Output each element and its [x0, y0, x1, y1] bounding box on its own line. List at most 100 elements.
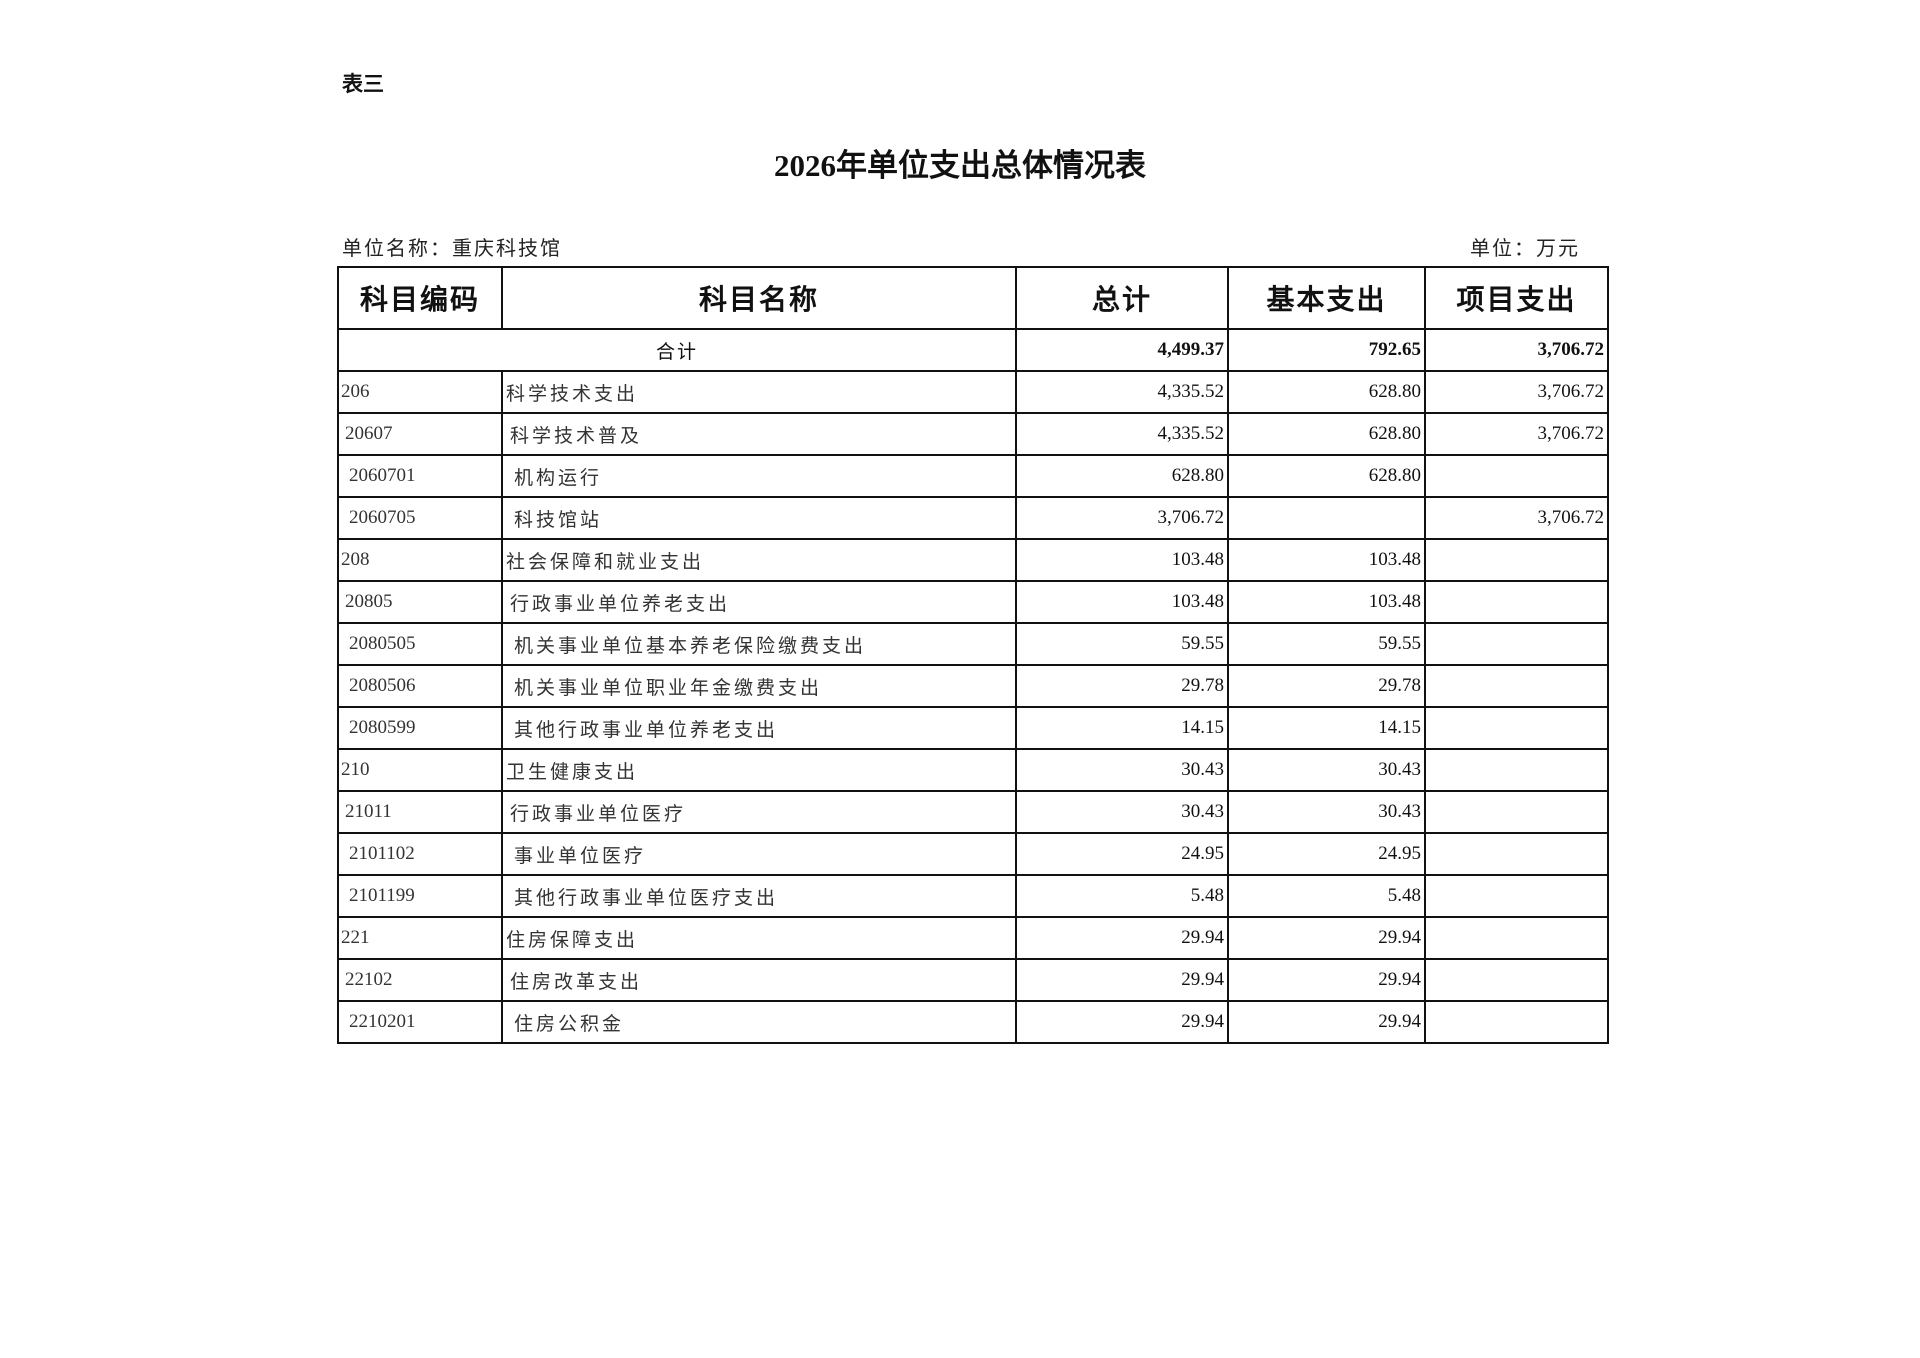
row-basic: 628.80 — [1227, 370, 1426, 414]
total-basic: 792.65 — [1227, 328, 1426, 372]
row-code: 2060705 — [337, 496, 503, 540]
row-basic: 29.94 — [1227, 958, 1426, 1002]
total-project: 3,706.72 — [1424, 328, 1609, 372]
table-row: 2060701 机构运行 628.80 628.80 — [337, 454, 1609, 498]
row-code: 22102 — [337, 958, 503, 1002]
table-row: 208 社会保障和就业支出 103.48 103.48 — [337, 538, 1609, 582]
row-name: 行政事业单位医疗 — [501, 790, 1017, 834]
table-row: 210 卫生健康支出 30.43 30.43 — [337, 748, 1609, 792]
table-row: 20805 行政事业单位养老支出 103.48 103.48 — [337, 580, 1609, 624]
row-code: 206 — [337, 370, 503, 414]
row-basic: 14.15 — [1227, 706, 1426, 750]
table-row: 221 住房保障支出 29.94 29.94 — [337, 916, 1609, 960]
row-project — [1424, 454, 1609, 498]
row-project — [1424, 748, 1609, 792]
row-total: 5.48 — [1015, 874, 1229, 918]
row-basic: 24.95 — [1227, 832, 1426, 876]
row-total: 103.48 — [1015, 580, 1229, 624]
row-name: 科学技术普及 — [501, 412, 1017, 456]
row-project: 3,706.72 — [1424, 496, 1609, 540]
row-total: 14.15 — [1015, 706, 1229, 750]
row-project — [1424, 874, 1609, 918]
row-total: 29.78 — [1015, 664, 1229, 708]
row-project — [1424, 538, 1609, 582]
row-code: 20805 — [337, 580, 503, 624]
row-project — [1424, 916, 1609, 960]
table-number-label: 表三 — [342, 72, 384, 96]
row-basic: 30.43 — [1227, 790, 1426, 834]
row-code: 210 — [337, 748, 503, 792]
row-project — [1424, 706, 1609, 750]
row-basic: 5.48 — [1227, 874, 1426, 918]
row-code: 208 — [337, 538, 503, 582]
row-name: 卫生健康支出 — [501, 748, 1017, 792]
row-code: 20607 — [337, 412, 503, 456]
row-code: 2080505 — [337, 622, 503, 666]
row-project — [1424, 958, 1609, 1002]
row-total: 30.43 — [1015, 748, 1229, 792]
row-code: 21011 — [337, 790, 503, 834]
header-row: 科目编码 科目名称 总计 基本支出 项目支出 — [337, 266, 1609, 330]
table-row: 2080505 机关事业单位基本养老保险缴费支出 59.55 59.55 — [337, 622, 1609, 666]
table-row: 206 科学技术支出 4,335.52 628.80 3,706.72 — [337, 370, 1609, 414]
row-basic: 29.94 — [1227, 916, 1426, 960]
row-name: 机关事业单位基本养老保险缴费支出 — [501, 622, 1017, 666]
row-code: 2210201 — [337, 1000, 503, 1044]
row-project: 3,706.72 — [1424, 412, 1609, 456]
table-row: 20607 科学技术普及 4,335.52 628.80 3,706.72 — [337, 412, 1609, 456]
total-row: 合计 4,499.37 792.65 3,706.72 — [337, 328, 1609, 372]
row-basic: 59.55 — [1227, 622, 1426, 666]
row-total: 24.95 — [1015, 832, 1229, 876]
unit-name: 单位名称：重庆科技馆 — [342, 238, 562, 260]
row-code: 2060701 — [337, 454, 503, 498]
row-name: 机关事业单位职业年金缴费支出 — [501, 664, 1017, 708]
row-project — [1424, 790, 1609, 834]
row-basic — [1227, 496, 1426, 540]
row-total: 103.48 — [1015, 538, 1229, 582]
row-total: 3,706.72 — [1015, 496, 1229, 540]
row-total: 628.80 — [1015, 454, 1229, 498]
total-label: 合计 — [337, 328, 1017, 372]
row-project: 3,706.72 — [1424, 370, 1609, 414]
table-row: 2210201 住房公积金 29.94 29.94 — [337, 1000, 1609, 1044]
row-code: 2101102 — [337, 832, 503, 876]
header-basic: 基本支出 — [1227, 266, 1426, 330]
row-project — [1424, 622, 1609, 666]
row-total: 29.94 — [1015, 916, 1229, 960]
row-code: 2080506 — [337, 664, 503, 708]
row-name: 科学技术支出 — [501, 370, 1017, 414]
row-total: 30.43 — [1015, 790, 1229, 834]
table-row: 2101102 事业单位医疗 24.95 24.95 — [337, 832, 1609, 876]
row-basic: 29.94 — [1227, 1000, 1426, 1044]
row-basic: 103.48 — [1227, 538, 1426, 582]
row-basic: 628.80 — [1227, 412, 1426, 456]
table-row: 2101199 其他行政事业单位医疗支出 5.48 5.48 — [337, 874, 1609, 918]
row-name: 社会保障和就业支出 — [501, 538, 1017, 582]
row-name: 科技馆站 — [501, 496, 1017, 540]
table-row: 22102 住房改革支出 29.94 29.94 — [337, 958, 1609, 1002]
row-project — [1424, 664, 1609, 708]
row-basic: 29.78 — [1227, 664, 1426, 708]
row-name: 住房保障支出 — [501, 916, 1017, 960]
header-name: 科目名称 — [501, 266, 1017, 330]
row-name: 事业单位医疗 — [501, 832, 1017, 876]
row-project — [1424, 832, 1609, 876]
table-row: 21011 行政事业单位医疗 30.43 30.43 — [337, 790, 1609, 834]
row-basic: 103.48 — [1227, 580, 1426, 624]
row-code: 2080599 — [337, 706, 503, 750]
row-total: 4,335.52 — [1015, 370, 1229, 414]
row-project — [1424, 1000, 1609, 1044]
header-code: 科目编码 — [337, 266, 503, 330]
row-name: 机构运行 — [501, 454, 1017, 498]
page-title: 2026年单位支出总体情况表 — [774, 148, 1146, 183]
row-basic: 30.43 — [1227, 748, 1426, 792]
currency-unit: 单位：万元 — [1470, 238, 1580, 260]
row-total: 59.55 — [1015, 622, 1229, 666]
header-total: 总计 — [1015, 266, 1229, 330]
row-name: 住房改革支出 — [501, 958, 1017, 1002]
row-total: 29.94 — [1015, 958, 1229, 1002]
table-row: 2080506 机关事业单位职业年金缴费支出 29.78 29.78 — [337, 664, 1609, 708]
header-project: 项目支出 — [1424, 266, 1609, 330]
row-name: 其他行政事业单位医疗支出 — [501, 874, 1017, 918]
total-total: 4,499.37 — [1015, 328, 1229, 372]
